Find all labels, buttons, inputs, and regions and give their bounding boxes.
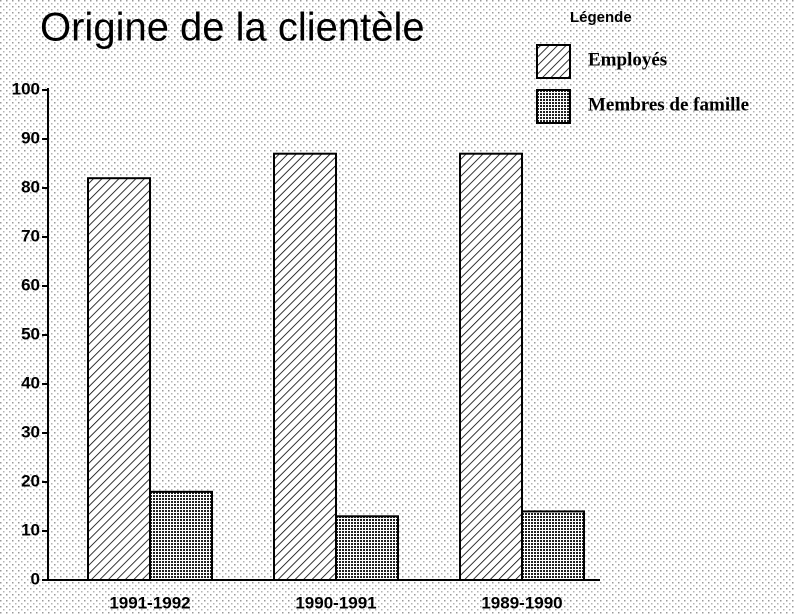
y-tick-label: 10 (21, 520, 40, 539)
bar (273, 152, 337, 581)
bar (521, 510, 585, 581)
bar (335, 515, 399, 581)
y-tick-label: 60 (21, 275, 40, 294)
y-tick-label: 0 (31, 569, 40, 588)
legend-swatch (536, 44, 571, 79)
legend-title: Légende (570, 9, 632, 26)
x-tick-label: 1989-1990 (481, 593, 562, 612)
legend-label: Membres de famille (588, 94, 749, 115)
y-tick-label: 80 (21, 177, 40, 196)
y-tick-label: 50 (21, 324, 40, 343)
y-tick-label: 100 (12, 79, 40, 98)
y-tick-label: 20 (21, 471, 40, 490)
y-tick-label: 30 (21, 422, 40, 441)
legend-label: Employés (588, 49, 667, 70)
chart-title: Origine de la clientèle (40, 6, 425, 50)
y-tick-label: 70 (21, 226, 40, 245)
bar (459, 152, 523, 581)
x-tick-label: 1990-1991 (295, 593, 376, 612)
bar (149, 490, 213, 581)
y-tick-label: 90 (21, 128, 40, 147)
x-tick-label: 1991-1992 (109, 593, 190, 612)
y-tick-label: 40 (21, 373, 40, 392)
bar (87, 177, 151, 581)
legend-swatch (536, 89, 571, 124)
